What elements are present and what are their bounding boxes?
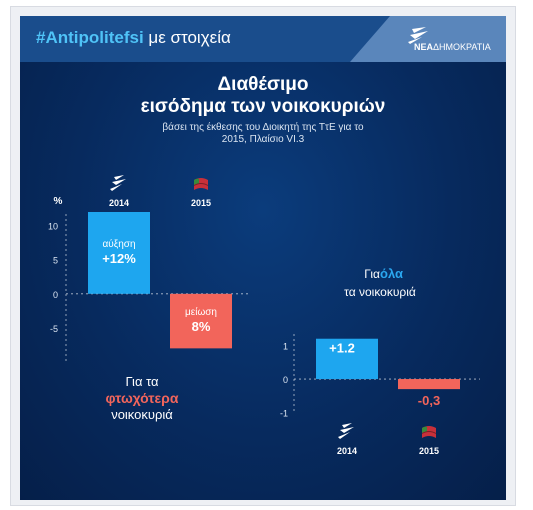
chart1-ytick-label: 10	[48, 222, 58, 232]
header-banner: #Antipolitefsi με στοιχεία ΝΕΑΔΗΜΟΚΡΑΤΙΑ	[20, 16, 506, 62]
chart1-category-label: 2015	[191, 198, 211, 208]
chart1-data-label-word: αύξηση	[102, 238, 135, 250]
chart2-bar-2014	[316, 338, 378, 380]
chart1-data-label-value: 8%	[192, 319, 211, 334]
nd-logo: ΝΕΑΔΗΜΟΚΡΑΤΙΑ	[406, 26, 506, 56]
nd-logo-icon	[110, 175, 126, 191]
chart1-caption-highlight: φτωχότερα	[106, 390, 179, 406]
hashtag-title: #Antipolitefsi με στοιχεία	[36, 28, 231, 48]
chart2-ytick-label: -1	[280, 409, 288, 419]
chart2-data-label: -0,3	[418, 393, 440, 408]
chart2-ytick-label: 1	[283, 341, 288, 351]
banner-logo-area	[390, 16, 506, 62]
syriza-flag-icon	[194, 178, 208, 190]
chart1-bar-2014	[88, 212, 150, 294]
page-subtitle-line2: 2015, Πλαίσιο VI.3	[221, 134, 305, 145]
hashtag: #Antipolitefsi	[36, 28, 144, 47]
chart2-category-label: 2015	[419, 446, 439, 456]
chart2-caption-post: τα νοικοκυριά	[344, 285, 416, 299]
infographic-card: #Antipolitefsi με στοιχεία ΝΕΑΔΗΜΟΚΡΑΤΙΑ…	[20, 16, 506, 500]
nd-logo-icon	[338, 423, 354, 439]
logo-wordmark: ΝΕΑΔΗΜΟΚΡΑΤΙΑ	[414, 42, 491, 52]
chart2-data-label: +1.2	[329, 341, 355, 356]
chart1-bar-2015	[170, 293, 232, 349]
page-subtitle-line1: βάσει της έκθεσης του Διοικητή της ΤτΕ γ…	[162, 122, 364, 133]
page-title-line1: Διαθέσιμο	[217, 74, 309, 95]
chart2-ytick-label: 0	[283, 375, 288, 385]
chart1-ytick-label: 0	[53, 290, 58, 300]
chart1-category-label: 2014	[109, 198, 129, 208]
chart2-caption-highlight: όλα	[380, 266, 403, 281]
chart1-caption-pre: Για τα	[125, 374, 159, 389]
hashtag-suffix: με στοιχεία	[148, 28, 231, 47]
chart1-caption-post: νοικοκυριά	[111, 407, 173, 422]
chart1-ytick-label: -5	[50, 324, 58, 334]
nd-flame-icon	[408, 27, 428, 44]
chart1-data-label-value: +12%	[102, 251, 136, 266]
banner-wedge	[350, 16, 390, 62]
syriza-flag-icon	[422, 426, 436, 438]
chart1-ylabel: %	[54, 196, 63, 207]
chart2-caption-pre: Για	[364, 267, 380, 281]
chart2-category-label: 2014	[337, 446, 357, 456]
chart1-data-label-word: μείωση	[185, 306, 217, 318]
page-title-line2: εισόδημα των νοικοκυριών	[140, 96, 386, 117]
chart1-ytick-label: 5	[53, 256, 58, 266]
chart2-bar-2015	[398, 379, 460, 390]
